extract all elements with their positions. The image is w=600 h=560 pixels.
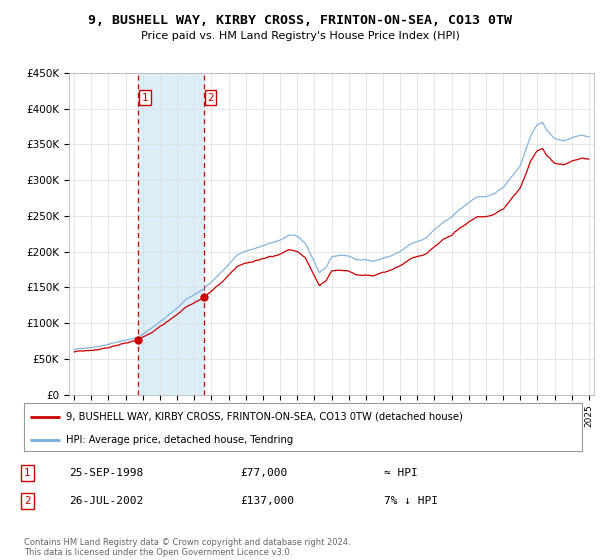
Text: 9, BUSHELL WAY, KIRBY CROSS, FRINTON-ON-SEA, CO13 0TW (detached house): 9, BUSHELL WAY, KIRBY CROSS, FRINTON-ON-… [66,412,463,422]
Text: 7% ↓ HPI: 7% ↓ HPI [384,496,438,506]
Text: 2: 2 [207,93,214,103]
Text: HPI: Average price, detached house, Tendring: HPI: Average price, detached house, Tend… [66,435,293,445]
Text: Contains HM Land Registry data © Crown copyright and database right 2024.
This d: Contains HM Land Registry data © Crown c… [24,538,350,557]
Text: Price paid vs. HM Land Registry's House Price Index (HPI): Price paid vs. HM Land Registry's House … [140,31,460,41]
Bar [139,73,203,395]
Text: 1: 1 [142,93,149,103]
Text: 9, BUSHELL WAY, KIRBY CROSS, FRINTON-ON-SEA, CO13 0TW: 9, BUSHELL WAY, KIRBY CROSS, FRINTON-ON-… [88,14,512,27]
Text: £77,000: £77,000 [240,468,287,478]
Text: 1: 1 [24,468,31,478]
Text: 26-JUL-2002: 26-JUL-2002 [69,496,143,506]
Text: £137,000: £137,000 [240,496,294,506]
Text: 2: 2 [24,496,31,506]
Text: ≈ HPI: ≈ HPI [384,468,418,478]
Text: 25-SEP-1998: 25-SEP-1998 [69,468,143,478]
